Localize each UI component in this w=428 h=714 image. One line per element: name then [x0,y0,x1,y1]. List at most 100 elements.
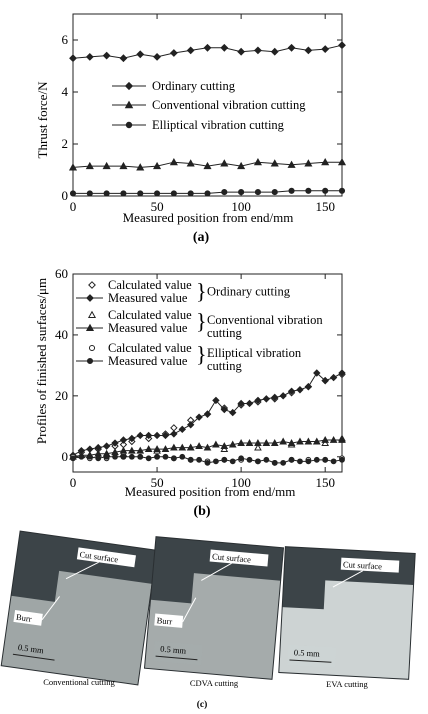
x-tick-label: 50 [151,475,164,490]
panel-label-a: (a) [193,230,210,245]
annotation-arrow [41,596,60,621]
data-point [136,163,145,171]
x-tick-label: 100 [231,475,251,490]
panel-label-c: (c) [197,699,208,710]
data-point [178,425,186,434]
annotation-box [340,557,400,573]
annotation-box [154,613,184,628]
data-point [68,163,78,171]
legend-label: Measured value [108,321,188,335]
legend-marker [88,281,96,289]
legend-marker [125,121,133,129]
data-point [279,392,287,400]
data-point [271,459,278,466]
data-point [220,442,229,450]
data-point [119,446,128,454]
data-point [169,49,178,57]
micrograph: Cut surface Burr 0.5 mm [143,536,285,680]
data-point [329,373,338,382]
data-point [102,51,111,60]
x-tick-label: 150 [315,475,335,490]
data-point [337,157,347,166]
data-point [153,52,161,61]
legend-marker [86,294,94,302]
data-point [245,399,254,408]
data-point [169,157,178,166]
data-point [111,439,119,447]
data-point [237,439,245,446]
data-point [179,453,186,460]
y-tick-label: 20 [55,388,68,403]
legend-brace: } [196,342,207,367]
x-tick-label: 100 [231,199,251,214]
y-axis-label: Profiles of finished surfaces/μm [34,278,49,444]
data-point [338,435,346,443]
legend-group-label: Elliptical vibration [207,346,302,360]
data-point [329,435,338,443]
data-point [245,439,254,446]
data-point [70,455,76,462]
data-point [136,50,145,59]
data-point [237,399,245,408]
data-point [304,437,313,445]
data-point [338,369,346,377]
data-point [339,456,345,463]
data-point [305,458,312,465]
micrograph-panel: (c) Cut surface Burr 0.5 mm Conventional cu… [0,530,416,710]
scale-bar [12,653,55,661]
legend-group-label: cutting [207,359,242,373]
data-point [263,456,270,463]
legend-label: Elliptical vibration cutting [152,118,285,132]
legend-label: Conventional vibration cutting [152,98,306,112]
annotation-burr: Burr [15,612,32,624]
micrograph-caption: CDVA cutting [190,678,239,688]
data-point [271,189,278,196]
data-point [238,455,245,462]
legend-group-label: Conventional vibration [207,313,323,327]
data-point [204,459,211,466]
data-point [287,387,296,395]
annotation-burr: Burr [156,615,173,626]
x-tick-label: 0 [70,475,77,490]
data-point [86,453,93,460]
data-point [170,190,177,197]
legend-label: Calculated value [108,341,192,355]
data-point [270,159,279,167]
data-point [280,459,287,466]
micrograph: Cut surface 0.5 mm [278,546,416,680]
data-point [220,405,229,414]
data-point [212,396,220,405]
data-point [220,159,229,167]
data-point [162,453,169,460]
y-tick-label: 4 [62,84,69,99]
data-point [330,458,337,465]
panel-label-b: (b) [193,504,210,519]
legend-brace: } [196,279,207,304]
annotation-arrow [182,597,197,623]
data-point [238,189,245,196]
legend-label: Ordinary cutting [152,79,236,93]
legend-marker [124,81,134,91]
data-point [322,187,329,194]
data-point [287,439,296,446]
data-point [204,190,211,197]
y-tick-label: 60 [55,266,68,281]
x-tick-label: 50 [151,199,164,214]
y-tick-label: 0 [62,188,69,203]
annotation-cut-surface: Cut surface [212,551,252,564]
data-point [338,41,346,50]
legend-marker [124,100,134,109]
data-point [144,431,153,440]
data-point [313,369,321,377]
data-point [119,54,128,63]
data-point [221,456,228,463]
annotation-box [76,547,136,568]
y-tick-label: 2 [62,136,69,151]
data-point [262,439,271,446]
data-point [296,437,304,445]
data-point [254,46,262,55]
scale-bar [289,659,332,663]
data-point [137,453,144,460]
data-point [186,421,195,429]
data-point [254,439,262,446]
